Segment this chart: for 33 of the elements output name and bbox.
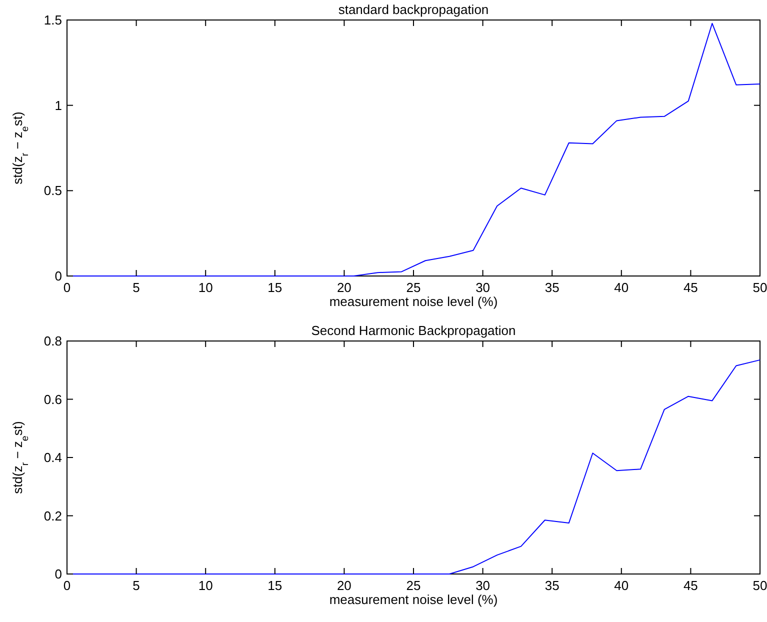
x-tick-label: 25	[406, 280, 421, 295]
x-tick-label: 40	[614, 578, 629, 593]
x-tick-label: 15	[268, 578, 282, 593]
x-tick-label: 30	[476, 578, 490, 593]
x-tick-label: 35	[544, 578, 560, 593]
x-axis-title: measurement noise level (%)	[329, 294, 498, 309]
y-tick-label: 1	[54, 98, 62, 113]
y-tick-label: 1.5	[44, 12, 62, 28]
y-tick-label: 0.4	[44, 450, 62, 465]
x-tick-label: 50	[752, 280, 767, 295]
y-tick-label: 0	[54, 566, 62, 582]
y-tick-label: 0.2	[44, 508, 62, 524]
x-tick-label: 50	[752, 578, 767, 593]
x-axis-title: measurement noise level (%)	[329, 592, 498, 607]
x-tick-label: 20	[336, 578, 352, 593]
y-tick-label: 0.6	[44, 392, 62, 407]
x-tick-label: 35	[544, 280, 560, 295]
x-tick-label: 10	[198, 280, 213, 295]
x-tick-label: 40	[614, 280, 629, 295]
x-tick-label: 30	[476, 280, 490, 295]
y-tick-label: 0.5	[44, 183, 62, 198]
y-tick-label: 0.8	[44, 334, 62, 348]
x-tick-label: 10	[198, 578, 213, 593]
x-tick-label: 45	[683, 578, 698, 593]
x-tick-label: 45	[683, 280, 698, 295]
chart-title: standard backpropagation	[338, 2, 489, 17]
x-tick-label: 5	[132, 280, 140, 295]
x-tick-label: 20	[336, 280, 352, 295]
x-tick-label: 5	[132, 578, 140, 593]
chart-title: Second Harmonic Backpropagation	[311, 323, 516, 338]
x-tick-label: 25	[406, 578, 421, 593]
x-tick-label: 15	[268, 280, 282, 295]
y-tick-label: 0	[54, 268, 62, 284]
